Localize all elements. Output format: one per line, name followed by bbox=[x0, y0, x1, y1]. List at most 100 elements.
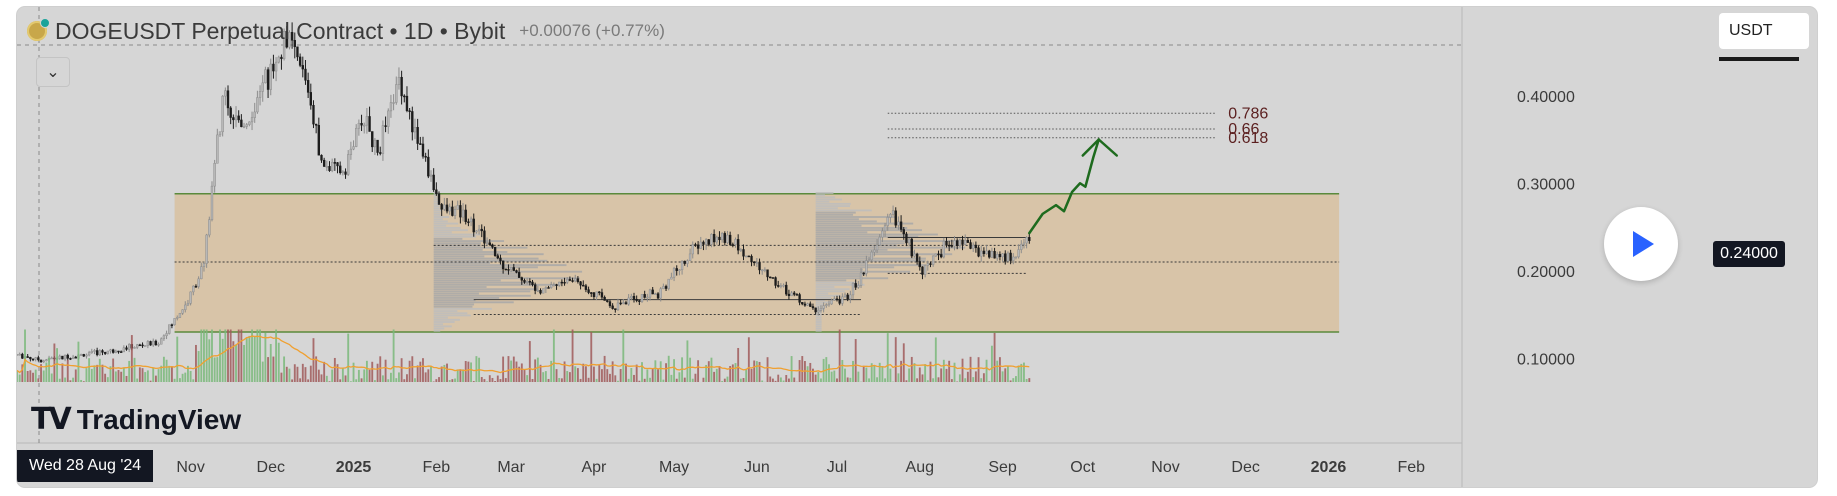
volume-bar bbox=[136, 378, 139, 382]
volume-bar bbox=[344, 375, 347, 382]
candle-body bbox=[1017, 249, 1020, 258]
candle-body bbox=[691, 244, 694, 255]
volume-bar bbox=[240, 329, 243, 382]
volume-bar bbox=[224, 329, 227, 382]
candle-body bbox=[921, 266, 924, 275]
candle-body bbox=[277, 56, 280, 63]
candle-body bbox=[397, 76, 401, 85]
volume-bar bbox=[267, 357, 270, 382]
volume-bar bbox=[654, 360, 657, 382]
volume-bar bbox=[109, 366, 112, 382]
x-tick-label: Jun bbox=[744, 459, 770, 476]
volume-profile-bar bbox=[815, 246, 966, 249]
currency-selector[interactable]: USDT bbox=[1719, 13, 1809, 49]
volume-bar bbox=[908, 368, 911, 382]
volume-bar bbox=[980, 378, 983, 382]
chevron-down-icon: ⌄ bbox=[46, 64, 60, 81]
candle-body bbox=[809, 303, 812, 307]
candle-body bbox=[459, 205, 462, 218]
candle-body bbox=[683, 260, 686, 264]
volume-bar bbox=[1004, 368, 1007, 382]
candle-body bbox=[782, 284, 785, 287]
volume-profile-bar bbox=[433, 275, 519, 278]
volume-bar bbox=[969, 356, 972, 382]
volume-bar bbox=[878, 362, 881, 382]
tradingview-logo[interactable]: TV TradingView bbox=[31, 402, 241, 437]
candle-body bbox=[360, 122, 363, 126]
candle-body bbox=[352, 146, 355, 150]
volume-bar bbox=[771, 378, 774, 382]
volume-profile-bar bbox=[815, 198, 842, 201]
candle-body bbox=[611, 305, 614, 309]
volume-profile-bar bbox=[433, 292, 479, 295]
candle-body bbox=[400, 76, 403, 97]
volume-profile-bar bbox=[815, 259, 926, 262]
volume-profile-bar bbox=[815, 213, 854, 216]
volume-profile-bar bbox=[815, 205, 850, 208]
volume-profile-bar bbox=[433, 218, 443, 221]
volume-bar bbox=[958, 374, 961, 382]
x-tick-label: Dec bbox=[1231, 459, 1259, 476]
volume-bar bbox=[66, 359, 69, 382]
volume-bar bbox=[718, 366, 721, 382]
candle-body bbox=[250, 117, 254, 123]
collapse-legend-button[interactable]: ⌄ bbox=[36, 57, 70, 87]
volume-bar bbox=[480, 377, 483, 382]
candle-body bbox=[563, 281, 566, 284]
candle-body bbox=[341, 171, 345, 174]
volume-bar bbox=[157, 369, 160, 382]
candle-body bbox=[865, 260, 868, 274]
play-button[interactable] bbox=[1604, 207, 1678, 281]
volume-profile-bar bbox=[433, 220, 448, 223]
x-tick-label: Mar bbox=[497, 459, 525, 476]
candle-body bbox=[712, 233, 716, 243]
volume-bar bbox=[627, 378, 630, 382]
candle-body bbox=[830, 300, 833, 305]
play-icon bbox=[1633, 231, 1654, 257]
candle-body bbox=[314, 123, 318, 126]
volume-profile-bar bbox=[815, 292, 829, 295]
candle-body bbox=[109, 349, 112, 352]
candle-body bbox=[899, 221, 903, 230]
y-tick-label: 0.20000 bbox=[1517, 264, 1575, 281]
candle-body bbox=[664, 286, 668, 289]
volume-bar bbox=[635, 364, 638, 382]
volume-bar bbox=[838, 329, 841, 382]
candle-body bbox=[488, 242, 491, 246]
candle-body bbox=[931, 255, 935, 265]
volume-profile-bar bbox=[433, 233, 481, 236]
volume-bar bbox=[486, 381, 489, 382]
volume-bar bbox=[53, 343, 56, 382]
candle-body bbox=[101, 350, 104, 353]
candle-body bbox=[288, 32, 291, 48]
candle-body bbox=[21, 353, 24, 359]
candle-body bbox=[312, 105, 315, 125]
volume-bar bbox=[328, 381, 331, 382]
candle-body bbox=[202, 263, 206, 267]
candle-body bbox=[558, 281, 561, 286]
y-tick-label: 0.30000 bbox=[1517, 176, 1575, 193]
candle-body bbox=[646, 296, 649, 299]
candle-body bbox=[432, 174, 435, 191]
volume-bar bbox=[195, 344, 197, 382]
volume-bar bbox=[357, 369, 360, 382]
volume-bar bbox=[93, 365, 96, 382]
candle-body bbox=[822, 305, 825, 309]
candle-body bbox=[662, 286, 665, 289]
candle-body bbox=[285, 30, 288, 48]
volume-bar bbox=[657, 369, 659, 382]
volume-bar bbox=[758, 361, 761, 382]
volume-bar bbox=[48, 357, 50, 382]
volume-profile-bar bbox=[815, 294, 841, 297]
volume-bar bbox=[37, 378, 40, 382]
volume-bar bbox=[333, 357, 336, 382]
symbol-title[interactable]: DOGEUSDT Perpetual Contract • 1D • Bybit bbox=[55, 17, 506, 44]
volume-bar bbox=[651, 368, 654, 382]
candle-body bbox=[571, 280, 574, 282]
candle-body bbox=[87, 352, 91, 356]
volume-profile-bar bbox=[433, 323, 444, 326]
candle-body bbox=[63, 354, 67, 360]
volume-profile-bar bbox=[815, 248, 888, 251]
volume-bar bbox=[173, 378, 176, 382]
